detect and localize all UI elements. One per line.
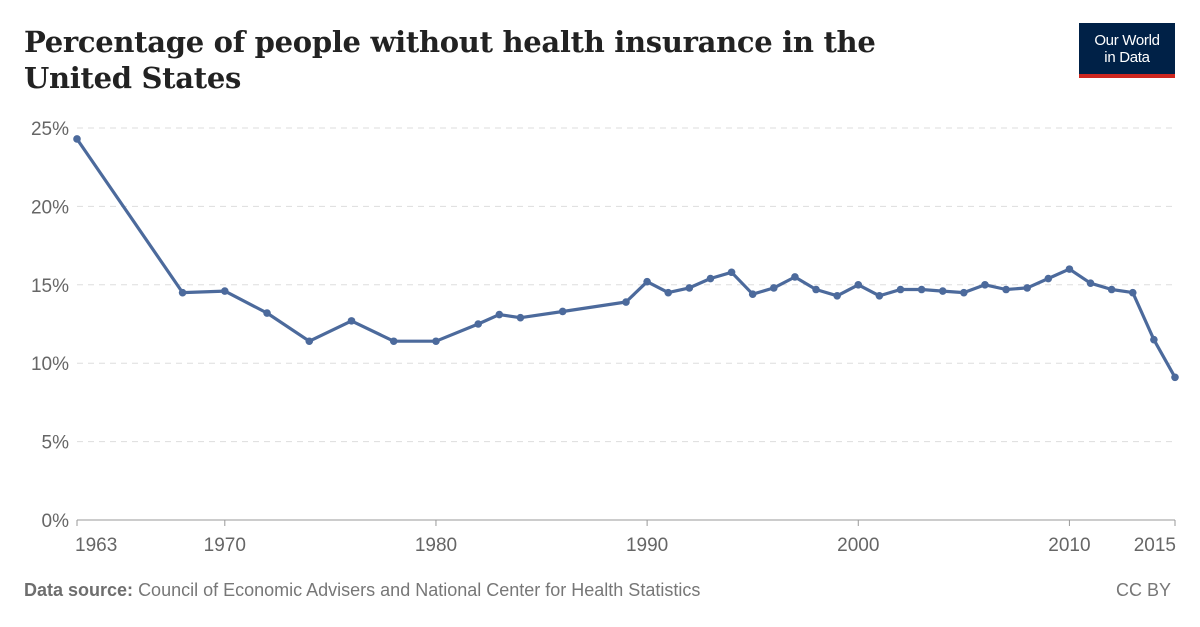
logo-accent-bar xyxy=(1079,74,1175,78)
logo-line-2: in Data xyxy=(1104,49,1150,66)
data-point xyxy=(643,277,651,286)
data-point xyxy=(664,288,673,297)
data-point xyxy=(305,337,314,346)
data-point xyxy=(706,274,715,283)
data-point xyxy=(495,310,504,319)
data-point xyxy=(960,288,968,297)
data-point xyxy=(1023,284,1031,292)
data-point xyxy=(1150,335,1158,344)
data-point xyxy=(1086,279,1095,288)
data-point xyxy=(1171,373,1179,382)
series-layer xyxy=(73,135,1179,382)
x-tick-label: 2010 xyxy=(1048,535,1090,556)
data-point xyxy=(854,281,863,289)
data-point xyxy=(1002,285,1010,294)
data-point xyxy=(347,317,356,325)
x-tick-label: 2015 xyxy=(1134,535,1176,556)
series-line xyxy=(75,138,1177,379)
data-point xyxy=(981,281,989,289)
data-point xyxy=(516,313,525,322)
data-point xyxy=(1065,265,1074,273)
y-tick-label: 20% xyxy=(31,197,69,218)
y-tick-label: 5% xyxy=(42,433,70,454)
data-point xyxy=(558,307,567,316)
data-point xyxy=(812,285,820,294)
logo-line-1: Our World xyxy=(1094,32,1160,49)
owid-logo[interactable]: Our World in Data xyxy=(1079,23,1175,78)
data-point xyxy=(1044,274,1053,283)
x-tick-label: 1963 xyxy=(75,535,117,556)
data-source-label: Data source: xyxy=(24,580,134,600)
data-point xyxy=(1107,285,1116,294)
data-point xyxy=(178,288,187,297)
data-point xyxy=(938,287,947,295)
chart-title: Percentage of people without health insu… xyxy=(24,25,876,95)
x-tick-label: 1970 xyxy=(204,535,246,556)
data-point xyxy=(263,309,271,317)
data-point xyxy=(73,135,81,143)
data-point xyxy=(770,284,778,292)
y-axis-ticks: 0% 5% 10% 15% 20% 25% xyxy=(31,119,69,532)
data-point xyxy=(432,337,440,346)
y-tick-label: 0% xyxy=(42,511,70,532)
data-point xyxy=(727,268,736,277)
y-tick-label: 25% xyxy=(31,119,69,140)
data-point xyxy=(474,320,482,328)
data-point xyxy=(622,298,630,306)
data-point xyxy=(748,290,757,299)
data-point xyxy=(221,287,229,295)
x-tick-label: 1980 xyxy=(415,535,457,556)
data-point xyxy=(875,291,884,300)
data-point xyxy=(833,291,841,300)
data-point xyxy=(791,273,799,281)
grid-lines xyxy=(77,127,1175,443)
x-tick-label: 2000 xyxy=(837,535,879,556)
data-source-text[interactable]: Council of Economic Advisers and Nationa… xyxy=(138,580,701,600)
data-point xyxy=(389,337,398,346)
data-point xyxy=(896,285,905,294)
data-point xyxy=(917,285,926,294)
y-tick-label: 10% xyxy=(31,354,69,375)
data-point xyxy=(685,284,694,292)
data-point xyxy=(1128,288,1137,297)
license-link[interactable]: CC BY xyxy=(1115,580,1171,600)
y-tick-label: 15% xyxy=(31,276,69,297)
x-tick-label: 1990 xyxy=(626,535,668,556)
x-axis: 1963 1970 1980 1990 2000 2010 2015 xyxy=(75,519,1176,556)
data-source: Data source: Council of Economic Adviser… xyxy=(24,580,700,601)
